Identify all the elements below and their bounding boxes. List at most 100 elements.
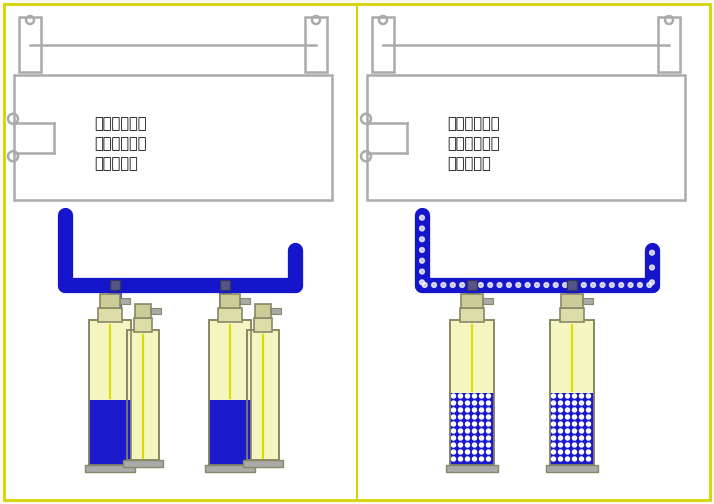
Circle shape (628, 283, 633, 287)
Circle shape (458, 429, 463, 433)
Circle shape (451, 450, 456, 454)
Circle shape (420, 226, 424, 231)
Bar (220, 280, 230, 290)
Circle shape (558, 422, 563, 426)
Circle shape (473, 422, 476, 426)
Circle shape (461, 325, 466, 330)
Circle shape (580, 457, 583, 461)
Circle shape (480, 401, 483, 405)
Bar (658, 17, 680, 72)
Bar (99, 308, 121, 322)
Circle shape (480, 415, 483, 419)
Circle shape (480, 457, 483, 461)
Circle shape (466, 408, 470, 412)
Circle shape (551, 436, 555, 440)
Circle shape (580, 408, 583, 412)
Circle shape (565, 429, 570, 433)
Circle shape (570, 307, 575, 312)
Bar (121, 298, 131, 304)
Bar (271, 308, 281, 314)
Circle shape (526, 283, 530, 287)
Circle shape (486, 408, 491, 412)
Circle shape (565, 408, 570, 412)
Bar (305, 17, 327, 72)
Circle shape (574, 316, 579, 321)
Circle shape (451, 436, 456, 440)
Circle shape (647, 283, 652, 287)
Circle shape (458, 436, 463, 440)
Circle shape (451, 401, 456, 405)
Circle shape (473, 436, 476, 440)
Circle shape (451, 283, 456, 287)
Bar (89, 400, 131, 465)
Text: 丙烷灭火系统: 丙烷灭火系统 (94, 137, 146, 152)
Circle shape (586, 429, 590, 433)
Bar (134, 318, 152, 332)
Circle shape (497, 283, 502, 287)
Bar (367, 75, 685, 200)
Circle shape (466, 415, 470, 419)
Circle shape (441, 283, 446, 287)
Circle shape (473, 394, 476, 398)
Circle shape (578, 325, 583, 330)
Circle shape (650, 250, 655, 255)
Bar (546, 465, 598, 472)
Bar (450, 393, 494, 465)
Bar (460, 308, 484, 322)
Circle shape (466, 436, 470, 440)
Circle shape (573, 401, 576, 405)
Circle shape (420, 280, 424, 285)
Circle shape (586, 450, 590, 454)
Circle shape (420, 269, 424, 274)
Bar (550, 320, 594, 465)
Circle shape (580, 429, 583, 433)
Bar (550, 320, 594, 465)
Bar (85, 465, 135, 472)
Circle shape (473, 401, 476, 405)
Circle shape (565, 394, 570, 398)
Circle shape (580, 415, 583, 419)
Circle shape (506, 283, 511, 287)
Circle shape (458, 450, 463, 454)
Circle shape (470, 307, 475, 312)
Circle shape (480, 408, 483, 412)
Bar (89, 320, 131, 465)
Circle shape (451, 443, 456, 447)
Circle shape (466, 316, 471, 321)
Bar (14, 75, 332, 200)
Circle shape (570, 286, 574, 290)
Bar (254, 318, 272, 332)
Circle shape (558, 436, 563, 440)
Circle shape (610, 283, 614, 287)
Circle shape (486, 429, 491, 433)
Circle shape (586, 443, 590, 447)
Bar (561, 294, 583, 308)
Circle shape (573, 436, 576, 440)
Circle shape (558, 401, 563, 405)
Text: 外贮压式七氟: 外贮压式七氟 (94, 116, 146, 132)
Circle shape (486, 443, 491, 447)
Circle shape (586, 422, 590, 426)
Circle shape (565, 443, 570, 447)
Bar (550, 393, 594, 465)
Bar (135, 304, 151, 318)
Circle shape (570, 305, 574, 309)
Circle shape (486, 415, 491, 419)
Circle shape (580, 436, 583, 440)
Bar (461, 294, 483, 308)
Bar (483, 298, 493, 304)
Circle shape (488, 283, 493, 287)
Text: 喷放一半时: 喷放一半时 (447, 157, 491, 171)
Circle shape (650, 265, 655, 270)
Circle shape (457, 333, 462, 338)
Circle shape (580, 450, 583, 454)
Bar (209, 320, 251, 465)
Bar (567, 280, 577, 290)
Bar (241, 298, 251, 304)
Circle shape (619, 283, 623, 287)
Circle shape (544, 283, 549, 287)
Circle shape (551, 450, 555, 454)
Circle shape (466, 394, 470, 398)
Circle shape (458, 457, 463, 461)
Circle shape (558, 443, 563, 447)
